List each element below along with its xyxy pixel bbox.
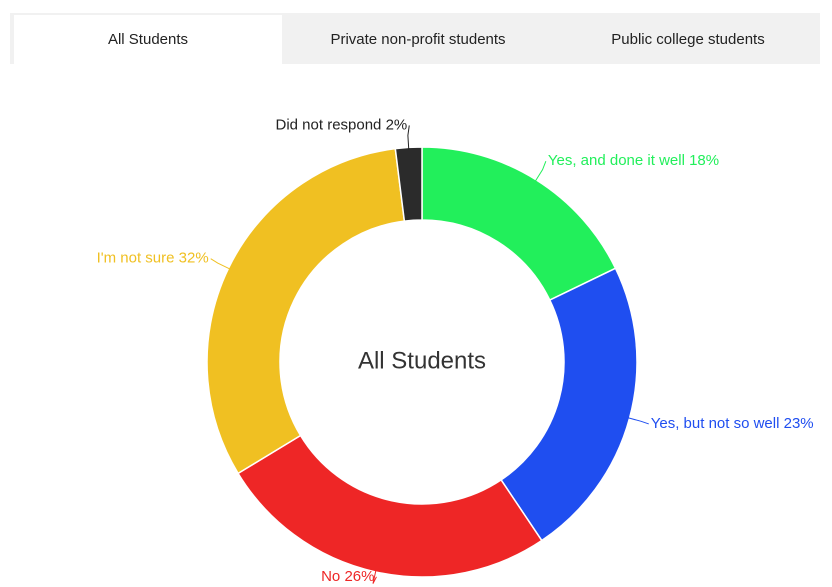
leader-line — [372, 569, 377, 584]
tab-label: Public college students — [611, 31, 764, 48]
tab-label: All Students — [108, 31, 188, 48]
leader-line — [210, 258, 231, 270]
donut-slice — [206, 147, 406, 475]
slice-value: 26% — [344, 568, 374, 585]
center-label: All Students — [358, 347, 486, 374]
tab-active-bg — [14, 15, 282, 64]
slice-category: No — [321, 568, 340, 585]
donut-slice — [237, 434, 543, 578]
tab-label: Private non-profit students — [330, 31, 505, 48]
donut-slice — [500, 267, 638, 542]
slice-label: Did not respond 2% — [276, 116, 408, 133]
leader-line — [534, 161, 547, 182]
slice-category: Did not respond — [276, 116, 382, 133]
slice-label: Yes, but not so well 23% — [651, 415, 814, 432]
tabs: All Students Private non-profit students P… — [14, 15, 765, 64]
slice-category: Yes, and done it well — [548, 152, 685, 169]
tab[interactable]: Public college students — [611, 31, 764, 48]
slice-value: 18% — [689, 152, 719, 169]
slice-label: I'm not sure 32% — [97, 250, 209, 267]
slice-value: 2% — [386, 116, 408, 133]
tab[interactable]: Private non-profit students — [330, 31, 505, 48]
donut-slice — [394, 146, 423, 222]
slice-label: Yes, and done it well 18% — [548, 152, 719, 169]
slice-category: Yes, but not so well — [651, 415, 780, 432]
slice-value: 32% — [179, 250, 209, 267]
tab[interactable]: All Students — [14, 15, 282, 64]
slice-category: I'm not sure — [97, 250, 175, 267]
chart: Yes, and done it well 18% Yes, but not so… — [97, 116, 814, 584]
slice-value: 23% — [784, 415, 814, 432]
donut-slice — [421, 146, 617, 302]
leader-line — [407, 125, 410, 150]
slice-label: No 26% — [321, 568, 374, 585]
leader-line — [627, 417, 649, 425]
